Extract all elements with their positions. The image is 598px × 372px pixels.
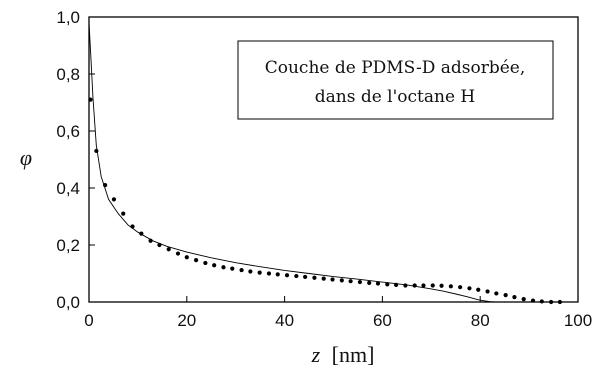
data-point xyxy=(203,260,208,266)
data-point xyxy=(321,276,326,281)
data-point xyxy=(294,273,299,279)
y-tick-label: 1,0 xyxy=(56,8,80,27)
data-point xyxy=(330,277,335,282)
y-tick-label: 0,0 xyxy=(56,293,80,312)
data-point xyxy=(248,269,253,274)
fit-curve-line xyxy=(88,22,495,303)
legend-line-1: Couche de PDMS-D adsorbée, xyxy=(265,58,526,78)
y-tick-label: 0,6 xyxy=(56,122,80,141)
data-point xyxy=(467,286,472,291)
y-tick-label: 0,8 xyxy=(56,65,80,84)
data-point xyxy=(303,274,308,280)
plot-frame xyxy=(88,16,579,303)
data-point xyxy=(221,265,226,270)
y-tick-label: 0,4 xyxy=(56,179,80,198)
x-ticks: 0 20 40 60 80 100 xyxy=(84,296,592,330)
data-point xyxy=(557,299,563,305)
data-point xyxy=(430,283,435,288)
legend-line-2: dans de l'octane H xyxy=(315,87,476,107)
x-tick-label: 80 xyxy=(471,311,490,330)
data-point xyxy=(412,283,417,288)
x-axis-variable: z xyxy=(311,342,321,367)
x-tick-label: 40 xyxy=(275,311,294,330)
x-tick-label: 0 xyxy=(84,311,93,330)
data-point xyxy=(175,251,181,256)
data-point xyxy=(339,278,344,283)
data-point xyxy=(494,291,499,296)
data-point xyxy=(357,279,363,285)
data-point xyxy=(166,247,171,252)
x-tick-label: 100 xyxy=(564,311,592,330)
data-point xyxy=(121,211,126,216)
data-point xyxy=(539,299,544,304)
data-point xyxy=(239,267,244,273)
data-point xyxy=(458,285,463,290)
data-point xyxy=(230,266,235,271)
x-tick-label: 20 xyxy=(177,311,196,330)
data-point xyxy=(439,283,444,288)
data-point xyxy=(275,272,280,277)
data-point xyxy=(448,284,453,289)
data-point xyxy=(512,295,517,300)
data-point xyxy=(111,197,117,202)
data-point xyxy=(476,287,481,292)
data-point xyxy=(530,298,536,303)
y-tick-label: 0,2 xyxy=(56,236,80,255)
data-point xyxy=(503,293,508,298)
y-axis-title: φ xyxy=(20,145,32,170)
data-point xyxy=(375,281,381,286)
y-ticks: 0,0 0,2 0,4 0,6 0,8 1,0 xyxy=(56,8,95,312)
data-point xyxy=(367,280,372,286)
x-axis-unit: [nm] xyxy=(332,342,375,367)
data-point xyxy=(385,282,390,287)
data-point xyxy=(312,275,317,280)
data-point xyxy=(212,263,217,268)
data-point xyxy=(184,255,189,260)
data-point xyxy=(348,279,353,284)
data-point xyxy=(521,297,526,302)
x-axis-title: z [nm] xyxy=(311,342,375,367)
data-point xyxy=(485,289,490,294)
legend-box xyxy=(237,40,554,120)
data-point xyxy=(266,271,272,276)
x-tick-label: 60 xyxy=(373,311,392,330)
data-point xyxy=(549,299,554,305)
legend: Couche de PDMS-D adsorbée, dans de l'oct… xyxy=(237,40,554,120)
data-point xyxy=(257,270,262,275)
data-point xyxy=(403,283,408,288)
data-point xyxy=(284,273,290,278)
data-point xyxy=(193,258,199,263)
plot-area: 0 20 40 60 80 100 0,0 0,2 0,4 0,6 0,8 1,0 xyxy=(56,8,592,330)
data-point xyxy=(421,283,426,288)
series-layer xyxy=(88,22,563,305)
data-point xyxy=(88,97,93,102)
